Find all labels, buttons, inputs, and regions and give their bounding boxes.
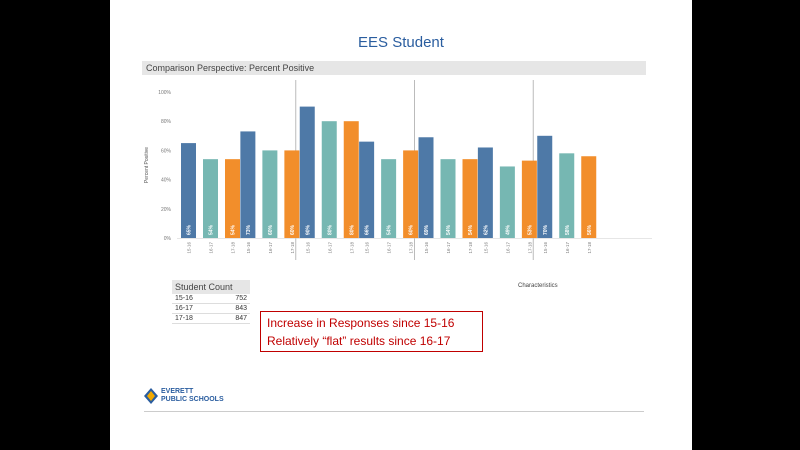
characteristics-legend: Characteristics — [518, 283, 668, 295]
bar-value-label: 54% — [231, 224, 237, 235]
bar — [477, 147, 493, 238]
student-count-row: 16-17 843 — [172, 304, 250, 314]
bar — [381, 159, 397, 238]
bar — [240, 131, 256, 238]
bar — [521, 160, 537, 238]
bar-value-label: 53% — [527, 224, 533, 235]
x-tick-label: 15-16 — [365, 242, 370, 254]
chart-subtitle: Comparison Perspective: Percent Positive — [142, 61, 646, 75]
bar — [203, 159, 218, 238]
bar-value-label: 49% — [505, 224, 511, 235]
bar — [299, 106, 315, 238]
x-tick-label: 15-16 — [246, 242, 251, 254]
x-tick-label: 17-18 — [527, 242, 532, 254]
student-count-year: 17-18 — [175, 315, 193, 322]
x-tick-label: 16-17 — [327, 242, 332, 254]
bar-value-label: 56% — [587, 224, 593, 235]
bar — [440, 159, 456, 238]
x-tick-label: 17-18 — [409, 242, 414, 254]
x-tick-label: 15-16 — [305, 242, 310, 254]
student-count-value: 752 — [235, 295, 247, 302]
callout-box: Increase in Responses since 15-16 Relati… — [260, 311, 483, 352]
bar-value-label: 70% — [543, 224, 549, 235]
footer-divider — [144, 411, 644, 412]
x-tick-label: 17-18 — [349, 242, 354, 254]
bar — [321, 121, 337, 238]
slide: EES Student Comparison Perspective: Perc… — [110, 0, 692, 450]
bar-value-label: 62% — [483, 224, 489, 235]
callout-line-2: Relatively “flat” results since 16-17 — [267, 334, 451, 348]
bar-value-label: 54% — [468, 224, 474, 235]
logo-mark-icon — [144, 388, 158, 404]
callout-line-1: Increase in Responses since 15-16 — [267, 316, 455, 330]
student-count-value: 847 — [235, 315, 247, 322]
y-tick-label: 0% — [164, 236, 172, 242]
bar-value-label: 54% — [446, 224, 452, 235]
bar-value-label: 60% — [290, 224, 296, 235]
x-tick-label: 15-16 — [543, 242, 548, 254]
slide-title: EES Student — [358, 34, 444, 51]
bar-value-label: 73% — [246, 224, 252, 235]
bar-value-label: 90% — [305, 224, 311, 235]
bar-value-label: 80% — [349, 224, 355, 235]
bar — [343, 121, 359, 238]
district-logo: EVERETT PUBLIC SCHOOLS — [144, 388, 224, 404]
bar-value-label: 58% — [565, 224, 571, 235]
student-count-value: 843 — [235, 305, 247, 312]
y-tick-label: 80% — [161, 119, 172, 125]
bar-value-label: 80% — [327, 224, 333, 235]
characteristics-title: Characteristics — [518, 283, 558, 289]
logo-line-1: EVERETT — [161, 388, 194, 395]
bar — [581, 156, 597, 238]
x-tick-label: 15-16 — [424, 242, 429, 254]
bar-value-label: 60% — [268, 224, 274, 235]
bar-value-label: 66% — [365, 224, 371, 235]
y-tick-label: 60% — [161, 148, 172, 154]
bar — [559, 153, 575, 238]
bar — [499, 166, 515, 238]
bar — [262, 150, 278, 238]
bar-value-label: 54% — [209, 224, 215, 235]
x-tick-label: 16-17 — [209, 242, 214, 254]
student-count-title: Student Count — [172, 280, 250, 294]
x-tick-label: 17-18 — [290, 242, 295, 254]
x-tick-label: 15-16 — [187, 242, 192, 254]
bar — [462, 159, 478, 238]
bar — [359, 141, 375, 238]
x-tick-label: 16-17 — [565, 242, 570, 254]
bar — [225, 159, 240, 238]
bar — [284, 150, 300, 238]
student-count-year: 16-17 — [175, 305, 193, 312]
x-tick-label: 16-17 — [387, 242, 392, 254]
bar-chart: Percent Positive 0% 20% 40% 60% 80% 100% 65% 15-… — [144, 80, 652, 260]
bar-value-label: 54% — [387, 224, 393, 235]
bar-value-label: 60% — [409, 224, 415, 235]
x-tick-label: 15-16 — [483, 242, 488, 254]
y-axis-label: Percent Positive — [144, 147, 150, 183]
x-tick-label: 17-18 — [468, 242, 473, 254]
bar-value-label: 69% — [424, 224, 430, 235]
x-tick-label: 16-17 — [268, 242, 273, 254]
y-tick-label: 40% — [161, 178, 172, 184]
x-tick-label: 16-17 — [446, 242, 451, 254]
bar — [181, 143, 196, 238]
bar — [537, 135, 553, 238]
bar-value-label: 65% — [187, 224, 193, 235]
x-tick-label: 17-18 — [231, 242, 236, 254]
bar — [418, 137, 434, 238]
y-tick-label: 20% — [161, 207, 172, 213]
student-count-row: 17-18 847 — [172, 314, 250, 324]
student-count-row: 15-16 752 — [172, 294, 250, 304]
student-count-table: Student Count 15-16 752 16-17 843 17-18 847 — [172, 280, 250, 324]
x-tick-label: 16-17 — [505, 242, 510, 254]
bar — [403, 150, 419, 238]
x-tick-label: 17-18 — [587, 242, 592, 254]
y-tick-label: 100% — [158, 90, 171, 96]
logo-line-2: PUBLIC SCHOOLS — [161, 396, 224, 403]
student-count-year: 15-16 — [175, 295, 193, 302]
